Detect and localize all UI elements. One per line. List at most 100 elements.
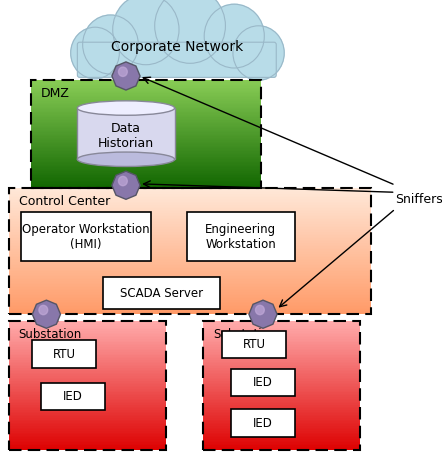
- Bar: [9, 402, 166, 403]
- Bar: [9, 429, 166, 431]
- Bar: [9, 210, 371, 212]
- Bar: [9, 447, 166, 449]
- Bar: [9, 321, 166, 450]
- Bar: [9, 310, 371, 311]
- Bar: [203, 362, 360, 363]
- Bar: [203, 357, 360, 358]
- Bar: [9, 366, 166, 368]
- Bar: [31, 165, 261, 166]
- Bar: [203, 434, 360, 436]
- Bar: [9, 303, 371, 305]
- Text: Engineering
Workstation: Engineering Workstation: [206, 223, 276, 251]
- Bar: [31, 103, 261, 104]
- Bar: [203, 378, 360, 379]
- Bar: [9, 245, 371, 246]
- Bar: [9, 230, 371, 232]
- Bar: [31, 86, 261, 88]
- FancyBboxPatch shape: [32, 340, 96, 368]
- Bar: [203, 383, 360, 384]
- Text: IED: IED: [63, 390, 83, 403]
- Polygon shape: [112, 171, 140, 199]
- Bar: [31, 112, 261, 113]
- Bar: [31, 97, 261, 98]
- Bar: [31, 121, 261, 123]
- Bar: [203, 439, 360, 440]
- Bar: [203, 346, 360, 347]
- Bar: [31, 83, 261, 84]
- Text: Substation: Substation: [213, 328, 276, 341]
- Bar: [203, 444, 360, 446]
- Bar: [9, 434, 166, 436]
- Bar: [31, 123, 261, 124]
- Bar: [9, 323, 166, 325]
- Bar: [203, 432, 360, 434]
- Bar: [9, 329, 166, 331]
- Bar: [31, 126, 261, 127]
- Bar: [9, 420, 166, 421]
- Bar: [203, 358, 360, 360]
- Bar: [203, 407, 360, 408]
- Bar: [9, 254, 371, 256]
- Bar: [9, 403, 166, 405]
- Circle shape: [118, 176, 127, 186]
- Bar: [9, 384, 166, 386]
- Bar: [203, 328, 360, 329]
- Bar: [31, 150, 261, 151]
- Bar: [9, 418, 166, 420]
- Bar: [31, 93, 261, 95]
- Bar: [203, 381, 360, 383]
- Circle shape: [71, 27, 119, 79]
- Bar: [203, 436, 360, 437]
- Bar: [9, 273, 371, 275]
- Bar: [31, 143, 261, 144]
- Bar: [203, 403, 360, 405]
- Bar: [9, 358, 166, 360]
- Bar: [31, 162, 261, 163]
- Bar: [9, 439, 166, 440]
- Bar: [9, 386, 166, 387]
- Bar: [203, 333, 360, 334]
- Bar: [31, 115, 261, 116]
- Bar: [203, 420, 360, 421]
- Bar: [31, 80, 261, 81]
- Bar: [203, 415, 360, 416]
- Bar: [31, 138, 261, 139]
- Bar: [9, 378, 166, 379]
- Bar: [9, 413, 166, 415]
- Bar: [9, 424, 166, 426]
- Bar: [31, 135, 261, 136]
- Bar: [9, 242, 371, 243]
- Bar: [31, 120, 261, 121]
- Bar: [31, 154, 261, 155]
- Bar: [9, 421, 166, 423]
- Bar: [9, 289, 371, 290]
- Bar: [31, 108, 261, 109]
- Bar: [203, 400, 360, 402]
- Bar: [9, 191, 371, 192]
- Bar: [31, 88, 261, 89]
- Bar: [203, 386, 360, 387]
- Circle shape: [255, 305, 264, 315]
- Bar: [9, 334, 166, 336]
- Bar: [9, 252, 371, 254]
- Bar: [77, 108, 175, 159]
- Bar: [31, 113, 261, 115]
- Bar: [9, 234, 371, 235]
- Bar: [31, 96, 261, 97]
- Bar: [9, 298, 371, 300]
- Bar: [9, 188, 371, 314]
- Bar: [9, 400, 166, 402]
- Bar: [9, 337, 166, 339]
- Bar: [9, 276, 371, 278]
- Bar: [9, 415, 166, 416]
- Bar: [9, 300, 371, 302]
- Bar: [31, 146, 261, 147]
- Bar: [31, 182, 261, 183]
- Bar: [203, 421, 360, 423]
- Bar: [9, 395, 166, 397]
- Bar: [31, 136, 261, 138]
- Bar: [9, 278, 371, 280]
- Bar: [203, 416, 360, 418]
- Bar: [9, 357, 166, 358]
- Bar: [203, 408, 360, 410]
